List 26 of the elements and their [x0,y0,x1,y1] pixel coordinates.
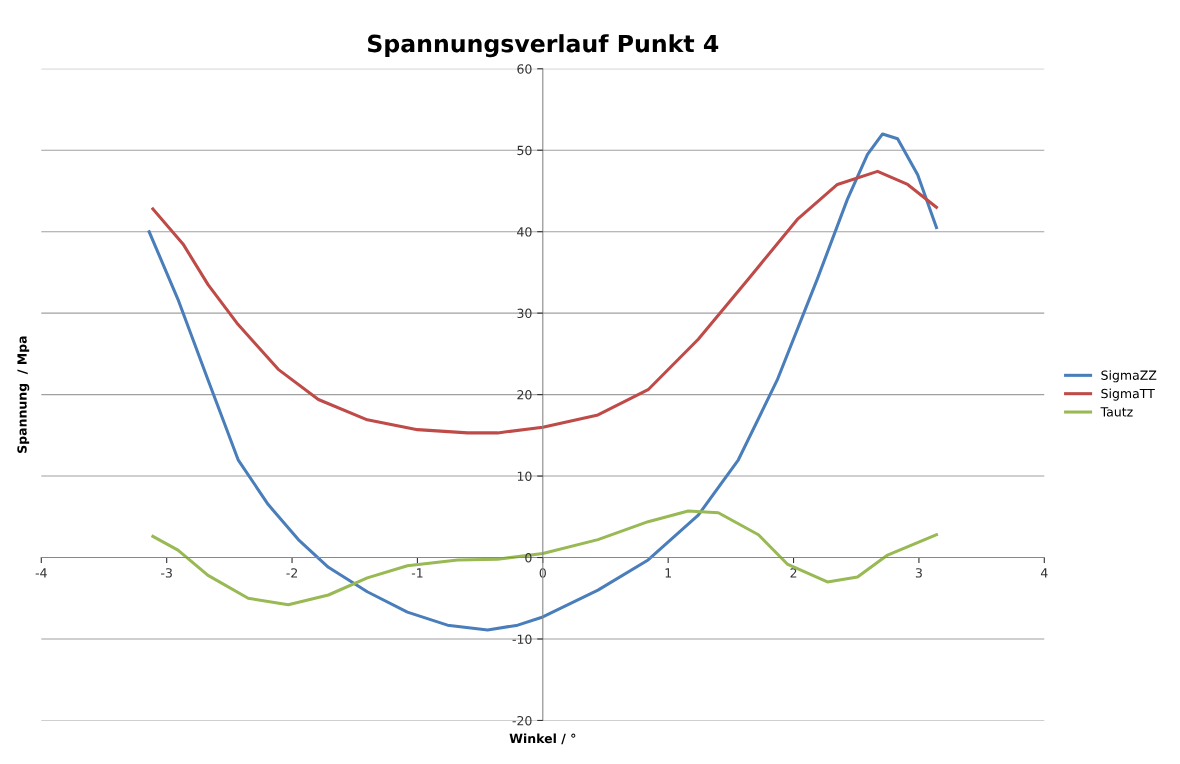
y-tick-label: 20 [517,390,532,400]
legend-label: Tautz [1100,407,1133,417]
line-series [151,169,939,435]
x-tick-label: 2 [790,568,797,578]
line-series [151,509,939,607]
y-axis-title: Spannung / Mpa [17,336,30,453]
x-tick-label: 4 [1040,568,1048,578]
x-tick-label: -1 [411,568,423,578]
y-tick-label: 30 [517,308,532,319]
y-tick-label: 10 [517,471,532,481]
chart-title: Spannungsverlauf Punkt 4 [368,34,719,58]
y-tick-label: -20 [512,715,532,726]
legend-label: SigmaZZ [1101,370,1157,383]
legend-label: SigmaTT [1101,388,1155,401]
x-tick-label: -4 [35,568,47,578]
y-tick-label: 40 [517,227,532,237]
x-tick-label: 0 [539,568,546,578]
y-tick-label: -10 [512,634,532,644]
x-axis-title: Winkel / ° [509,733,576,745]
line-series [147,132,939,632]
x-tick-label: -3 [161,568,172,578]
x-tick-label: 1 [665,568,671,578]
y-tick-label: 60 [517,64,532,74]
x-tick-label: 3 [915,568,922,578]
x-tick-label: -2 [286,568,298,578]
y-tick-label: 50 [517,145,532,156]
